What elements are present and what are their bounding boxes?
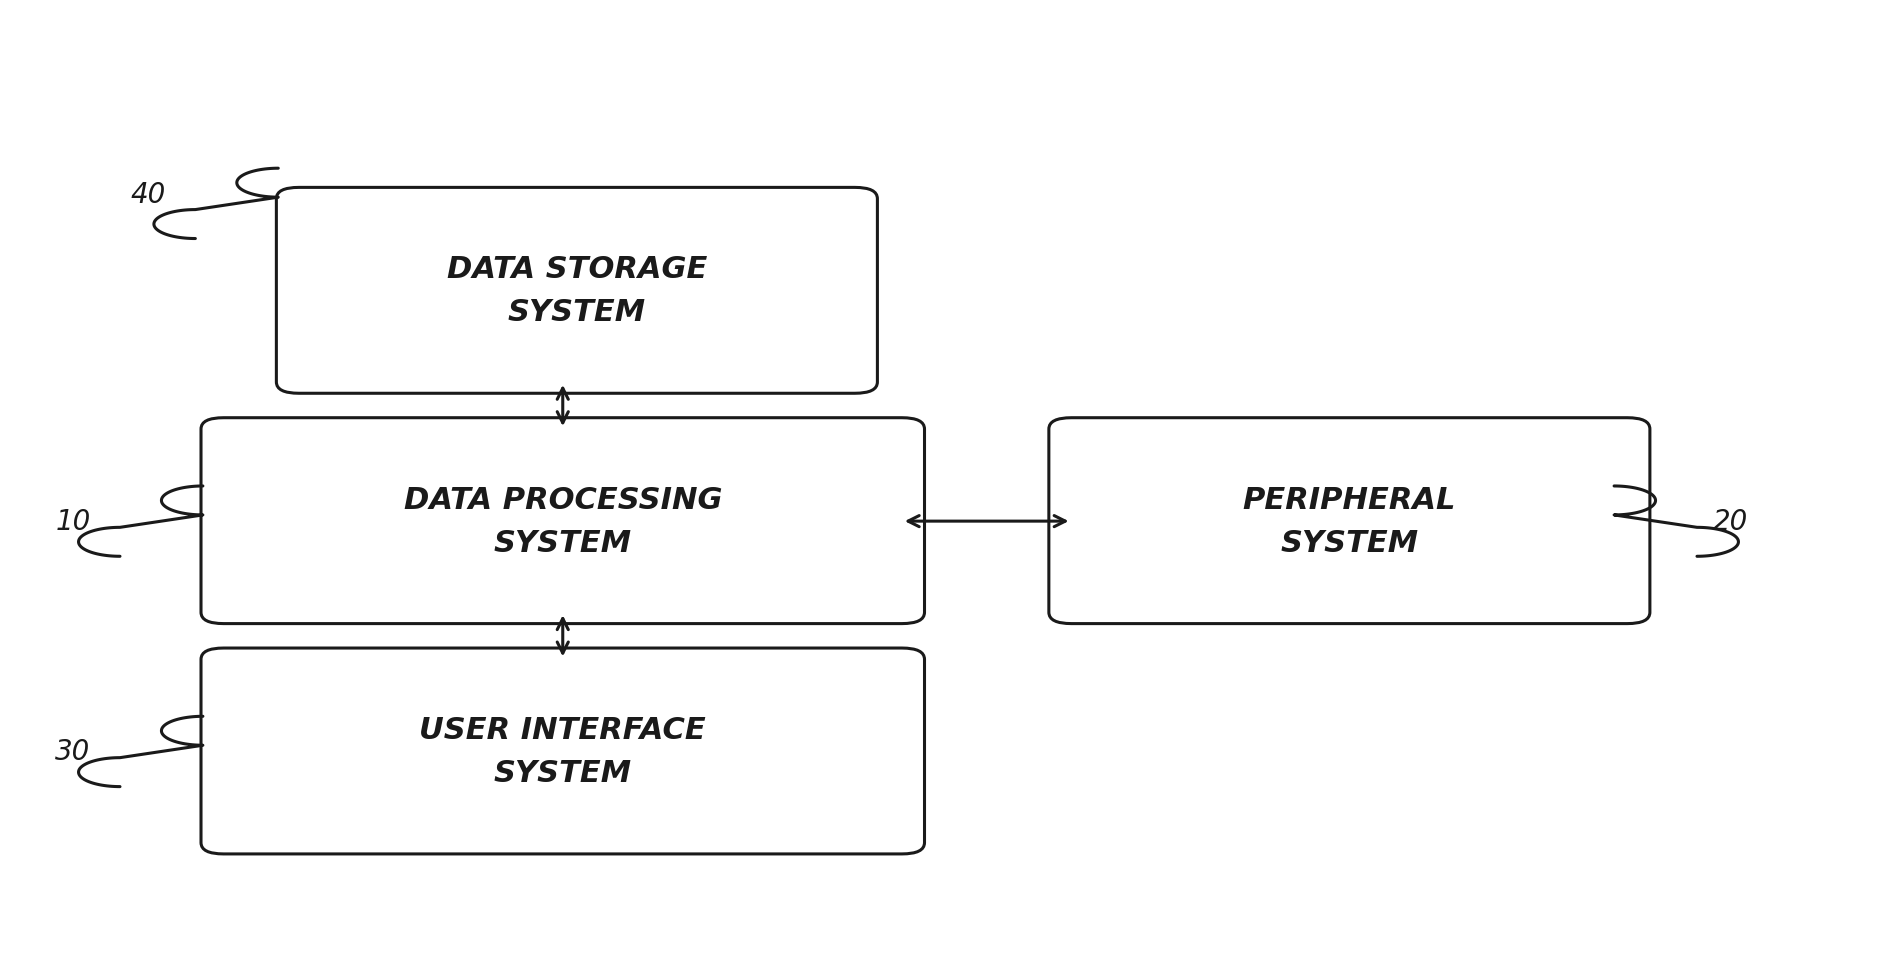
FancyBboxPatch shape	[277, 188, 877, 394]
FancyBboxPatch shape	[1050, 418, 1649, 624]
Text: DATA PROCESSING
SYSTEM: DATA PROCESSING SYSTEM	[404, 485, 721, 557]
Text: DATA STORAGE
SYSTEM: DATA STORAGE SYSTEM	[446, 255, 708, 327]
Text: 20: 20	[1714, 508, 1748, 536]
FancyBboxPatch shape	[201, 648, 924, 854]
Text: PERIPHERAL
SYSTEM: PERIPHERAL SYSTEM	[1243, 485, 1456, 557]
Text: USER INTERFACE
SYSTEM: USER INTERFACE SYSTEM	[419, 716, 706, 787]
FancyBboxPatch shape	[201, 418, 924, 624]
Text: 30: 30	[55, 738, 91, 765]
Text: 10: 10	[55, 508, 91, 536]
Text: 40: 40	[131, 181, 165, 209]
